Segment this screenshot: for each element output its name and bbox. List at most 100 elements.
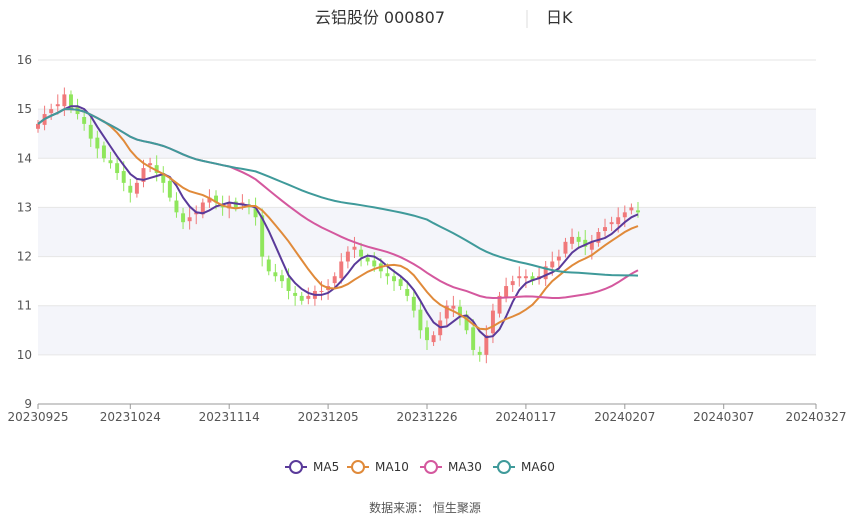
candle-body xyxy=(62,94,67,107)
candle-body xyxy=(115,163,120,174)
candle-body xyxy=(392,276,397,282)
candle-body xyxy=(457,306,462,316)
candle-body xyxy=(36,123,40,129)
candle-body xyxy=(181,213,186,223)
data-source: 数据来源： 恒生聚源 xyxy=(369,500,481,515)
candle-body xyxy=(431,335,436,343)
candle-body xyxy=(471,327,476,350)
x-tick-label: 20231024 xyxy=(100,410,161,424)
candle-body xyxy=(286,278,291,291)
candle-body xyxy=(194,212,199,215)
candle-body xyxy=(174,200,179,213)
candle-body xyxy=(365,257,370,262)
candle-body xyxy=(121,171,126,183)
band-12 xyxy=(38,207,816,257)
candle-body xyxy=(141,168,146,182)
candle-body xyxy=(622,212,627,218)
y-tick-label: 15 xyxy=(17,102,32,116)
candle-body xyxy=(596,232,601,243)
x-tick-label: 20240207 xyxy=(594,410,655,424)
candle-body xyxy=(55,104,60,107)
candle-body xyxy=(629,207,634,211)
candle-body xyxy=(556,256,561,261)
candle-body xyxy=(484,335,489,355)
candle-body xyxy=(200,202,205,215)
x-tick-label: 20240307 xyxy=(693,410,754,424)
candle-body xyxy=(563,241,568,254)
line-ma10 xyxy=(37,108,639,331)
candle-body xyxy=(576,236,581,242)
x-axis: 20230925 20231024 20231114 20231205 20231226… xyxy=(7,403,847,424)
x-tick-label: 20231226 xyxy=(396,410,457,424)
candle-body xyxy=(444,305,449,319)
candle-body xyxy=(464,314,469,331)
legend: MA5 MA10 MA30 MA60 xyxy=(285,460,555,474)
candle-body xyxy=(398,279,403,287)
candle-body xyxy=(385,273,390,277)
moving-average-lines xyxy=(37,105,639,339)
line-ma5 xyxy=(37,105,639,339)
x-tick-label: 20231114 xyxy=(199,410,260,424)
candle-body xyxy=(260,215,265,257)
candle-body xyxy=(273,272,278,277)
background-bands xyxy=(38,109,816,355)
candle-body xyxy=(161,173,166,183)
candle-body xyxy=(451,305,456,309)
candle-body xyxy=(332,276,337,284)
y-axis: 9 10 11 12 13 14 15 16 xyxy=(17,53,32,411)
legend-label-ma60: MA60 xyxy=(521,460,555,474)
candle-body xyxy=(405,289,410,296)
y-tick-label: 13 xyxy=(17,200,32,214)
candle-body xyxy=(543,266,548,280)
candle-body xyxy=(128,185,133,193)
candle-body xyxy=(425,327,429,341)
x-tick-label: 20240327 xyxy=(785,410,846,424)
chart-period: 日K xyxy=(546,8,573,27)
y-tick-label: 16 xyxy=(17,53,32,67)
candle-body xyxy=(279,275,284,282)
legend-marker-ma60 xyxy=(497,460,511,474)
y-tick-label: 14 xyxy=(17,151,32,165)
candle-body xyxy=(589,241,594,250)
line-ma60 xyxy=(37,108,639,277)
candle-body xyxy=(418,309,423,331)
candle-body xyxy=(101,145,106,159)
candle-body xyxy=(517,276,522,279)
candle-body xyxy=(306,295,311,299)
candle-body xyxy=(253,207,258,218)
legend-marker-ma10 xyxy=(351,460,365,474)
candle-body xyxy=(134,182,139,194)
candle-body xyxy=(167,180,172,198)
candle-body xyxy=(214,195,218,203)
legend-marker-ma5 xyxy=(289,460,303,474)
candle-body xyxy=(108,160,113,164)
candle-body xyxy=(207,197,212,203)
candle-body xyxy=(339,261,344,279)
candle-body xyxy=(490,310,495,334)
candle-body xyxy=(570,236,575,244)
candle-body xyxy=(345,251,350,262)
candle-body xyxy=(187,217,192,222)
candle-body xyxy=(510,281,515,286)
candle-body xyxy=(319,290,324,292)
candle-body xyxy=(293,292,298,296)
candle-body xyxy=(266,259,271,272)
candle-body xyxy=(68,94,73,110)
candle-body xyxy=(411,296,416,311)
candle-body xyxy=(49,109,54,114)
y-tick-label: 12 xyxy=(17,250,32,264)
band-14 xyxy=(38,109,816,159)
candle-body xyxy=(299,295,304,301)
candle-body xyxy=(609,222,614,225)
candle-body xyxy=(550,261,555,268)
candle-body xyxy=(583,239,588,247)
candle-body xyxy=(603,227,607,232)
candle-body xyxy=(530,276,535,282)
candle-body xyxy=(352,246,357,250)
legend-marker-ma30 xyxy=(424,460,438,474)
candle-body xyxy=(523,276,528,279)
candle-body xyxy=(372,260,377,267)
candle-body xyxy=(359,249,364,257)
candle-body xyxy=(148,163,153,166)
y-tick-label: 11 xyxy=(17,299,32,313)
